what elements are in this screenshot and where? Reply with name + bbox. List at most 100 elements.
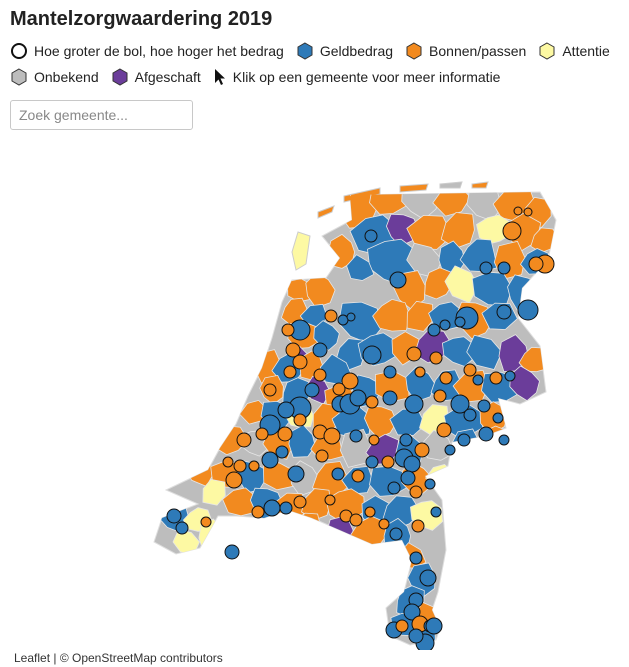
municipality-bubble[interactable] xyxy=(454,316,466,328)
municipality-region[interactable] xyxy=(290,512,324,543)
municipality-bubble[interactable] xyxy=(368,434,380,446)
municipality-bubble[interactable] xyxy=(365,395,379,409)
municipality-bubble[interactable] xyxy=(513,206,523,216)
municipality-bubble[interactable] xyxy=(492,412,504,424)
municipality-bubble[interactable] xyxy=(427,323,441,337)
municipality-bubble[interactable] xyxy=(346,312,356,322)
municipality-bubble[interactable] xyxy=(365,455,379,469)
municipality-region[interactable] xyxy=(440,212,475,249)
municipality-bubble[interactable] xyxy=(419,569,437,587)
municipality-bubble[interactable] xyxy=(496,304,512,320)
municipality-bubble[interactable] xyxy=(489,371,503,385)
municipality-bubble[interactable] xyxy=(450,394,470,414)
osm-link[interactable]: OpenStreetMap contributors xyxy=(72,651,223,665)
municipality-bubble[interactable] xyxy=(225,471,243,489)
municipality-bubble[interactable] xyxy=(382,390,398,406)
municipality-bubble[interactable] xyxy=(399,433,413,447)
municipality-bubble[interactable] xyxy=(349,389,367,407)
municipality-bubble[interactable] xyxy=(200,516,212,528)
municipality-bubble[interactable] xyxy=(523,207,533,217)
municipality-bubble[interactable] xyxy=(324,494,336,506)
municipality-bubble[interactable] xyxy=(224,544,240,560)
municipality-bubble[interactable] xyxy=(528,256,544,272)
municipality-bubble[interactable] xyxy=(502,221,522,241)
municipality-bubble[interactable] xyxy=(406,346,422,362)
municipality-bubble[interactable] xyxy=(323,427,341,445)
municipality-region[interactable] xyxy=(476,214,511,245)
municipality-bubble[interactable] xyxy=(304,382,320,398)
municipality-bubble[interactable] xyxy=(349,429,363,443)
municipality-bubble[interactable] xyxy=(403,603,421,621)
municipality-bubble[interactable] xyxy=(479,261,493,275)
municipality-bubble[interactable] xyxy=(430,506,442,518)
municipality-bubble[interactable] xyxy=(263,499,281,517)
municipality-bubble[interactable] xyxy=(425,617,443,635)
municipality-bubble[interactable] xyxy=(275,445,289,459)
municipality-bubble[interactable] xyxy=(287,465,305,483)
municipality-bubble[interactable] xyxy=(351,469,365,483)
municipality-bubble[interactable] xyxy=(429,351,443,365)
municipality-region[interactable] xyxy=(346,254,375,281)
municipality-bubble[interactable] xyxy=(414,442,430,458)
municipality-bubble[interactable] xyxy=(341,372,359,390)
municipality-bubble[interactable] xyxy=(313,368,327,382)
municipality-bubble[interactable] xyxy=(255,427,269,441)
municipality-bubble[interactable] xyxy=(362,345,382,365)
municipality-bubble[interactable] xyxy=(477,399,491,413)
municipality-bubble[interactable] xyxy=(439,319,451,331)
municipality-bubble[interactable] xyxy=(411,519,425,533)
municipality-bubble[interactable] xyxy=(236,432,252,448)
municipality-region[interactable] xyxy=(401,175,441,220)
municipality-bubble[interactable] xyxy=(504,370,516,382)
municipality-bubble[interactable] xyxy=(293,413,307,427)
municipality-bubble[interactable] xyxy=(332,382,346,396)
municipality-bubble[interactable] xyxy=(424,478,436,490)
municipality-bubble[interactable] xyxy=(433,389,447,403)
leaflet-link[interactable]: Leaflet xyxy=(14,651,51,665)
municipality-bubble[interactable] xyxy=(409,485,423,499)
municipality-bubble[interactable] xyxy=(349,513,363,527)
municipality-bubble[interactable] xyxy=(175,521,189,535)
municipality-bubble[interactable] xyxy=(279,501,293,515)
municipality-bubble[interactable] xyxy=(387,481,401,495)
netherlands-map[interactable] xyxy=(0,140,629,650)
municipality-bubble[interactable] xyxy=(498,434,510,446)
municipality-bubble[interactable] xyxy=(233,459,247,473)
municipality-bubble[interactable] xyxy=(409,551,423,565)
municipality-bubble[interactable] xyxy=(315,449,329,463)
municipality-bubble[interactable] xyxy=(378,518,390,530)
municipality-bubble[interactable] xyxy=(251,505,265,519)
municipality-bubble[interactable] xyxy=(463,363,477,377)
municipality-bubble[interactable] xyxy=(404,394,424,414)
municipality-bubble[interactable] xyxy=(293,495,307,509)
municipality-bubble[interactable] xyxy=(261,451,279,469)
municipality-region[interactable] xyxy=(202,478,226,506)
municipality-bubble[interactable] xyxy=(281,323,295,337)
municipality-bubble[interactable] xyxy=(166,508,182,524)
municipality-bubble[interactable] xyxy=(408,628,424,644)
municipality-bubble[interactable] xyxy=(436,422,452,438)
municipality-bubble[interactable] xyxy=(337,314,349,326)
municipality-bubble[interactable] xyxy=(414,366,426,378)
municipality-bubble[interactable] xyxy=(478,426,494,442)
municipality-bubble[interactable] xyxy=(222,456,234,468)
municipality-bubble[interactable] xyxy=(472,374,484,386)
municipality-bubble[interactable] xyxy=(403,455,421,473)
municipality-bubble[interactable] xyxy=(248,460,260,472)
municipality-bubble[interactable] xyxy=(277,426,293,442)
municipality-bubble[interactable] xyxy=(395,619,409,633)
municipality-bubble[interactable] xyxy=(331,467,345,481)
municipality-bubble[interactable] xyxy=(400,470,416,486)
municipality-bubble[interactable] xyxy=(517,299,539,321)
municipality-bubble[interactable] xyxy=(285,342,301,358)
municipality-bubble[interactable] xyxy=(439,371,453,385)
municipality-bubble[interactable] xyxy=(463,408,477,422)
municipality-bubble[interactable] xyxy=(324,309,338,323)
municipality-bubble[interactable] xyxy=(444,444,456,456)
municipality-bubble[interactable] xyxy=(497,261,511,275)
municipality-bubble[interactable] xyxy=(381,455,395,469)
municipality-bubble[interactable] xyxy=(277,401,295,419)
municipality-bubble[interactable] xyxy=(364,229,378,243)
municipality-bubble[interactable] xyxy=(312,342,328,358)
municipality-bubble[interactable] xyxy=(389,271,407,289)
